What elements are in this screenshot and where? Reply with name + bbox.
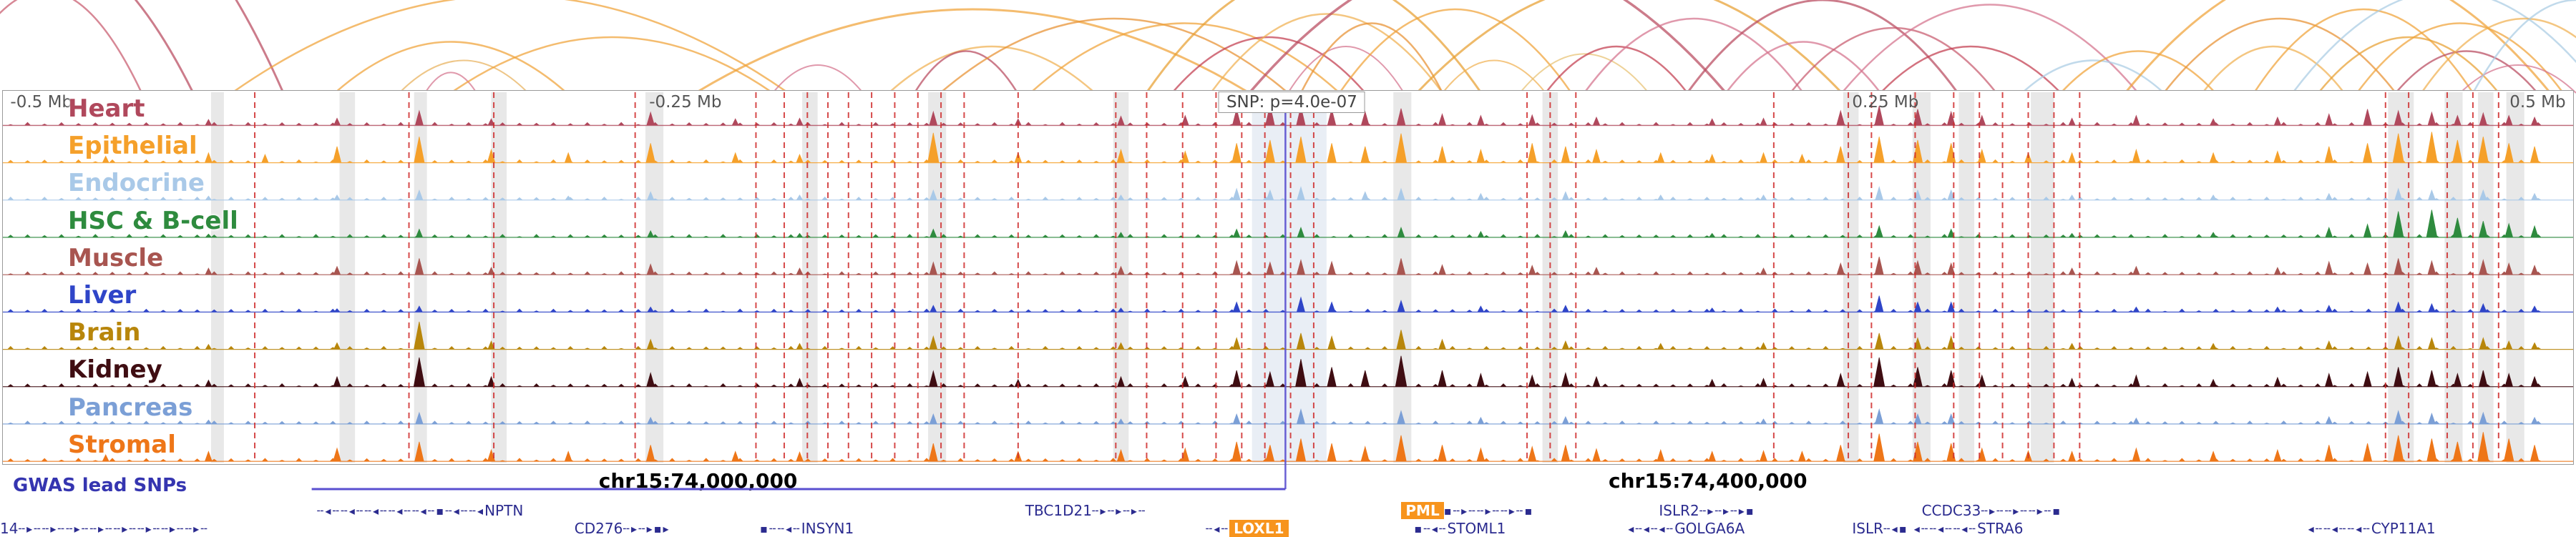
gene-name-label: CYP11A1	[2371, 520, 2436, 537]
gene-strand-arrows: ╌▸╌╌▸╌╌▸╌╌▸╌╌▸╌╌▸╌╌▸╌╌▸╌	[18, 521, 209, 536]
gene-name-label: ISLR	[1852, 520, 1884, 537]
gene-name-label: LOXL1	[1229, 520, 1289, 537]
gene-track-row-2: 14 ╌▸╌╌▸╌╌▸╌╌▸╌╌▸╌╌▸╌╌▸╌╌▸╌ CD276 ╌▸╌▸▪▸ ▪╌╌…	[0, 520, 2576, 537]
gene-cyp11a1: ◂╌╌◂╌╌◂╌ CYP11A1	[2308, 520, 2436, 537]
gene-pml: PML ▪╌▸╌╌▸╌╌▸╌▪	[1401, 502, 1533, 519]
gene-stra6: ◂╌╌◂╌╌◂╌ STRA6	[1914, 520, 2024, 537]
gene-strand-arrows: ◂╌◂╌◂╌	[1628, 521, 1675, 536]
track-label-pancreas: Pancreas	[68, 393, 193, 422]
gene-loxl1: ╌◂╌ LOXL1	[1206, 520, 1289, 537]
gene-strand-arrows: ╌▸╌▸▪▸	[623, 521, 670, 536]
gene-name-label: GOLGA6A	[1674, 520, 1745, 537]
signal-tracks-panel	[2, 90, 2574, 465]
coordinate-label-left: chr15:74,000,000	[598, 469, 798, 493]
gene-strand-arrows: ▪╌▸╌╌▸╌╌▸╌▪	[1443, 503, 1534, 518]
axis-label-0-25-mb: 0.25 Mb	[1852, 93, 1919, 112]
gene-ccdc33: CCDC33 ╌▸╌╌▸╌╌▸╌▪	[1922, 502, 2062, 519]
gene-name-label: STRA6	[1977, 520, 2024, 537]
signal-tracks-canvas	[3, 92, 2573, 463]
gene-14: 14 ╌▸╌╌▸╌╌▸╌╌▸╌╌▸╌╌▸╌╌▸╌╌▸╌	[0, 520, 209, 537]
track-label-heart: Heart	[68, 94, 145, 123]
snp-pvalue-label: SNP: p=4.0e-07	[1218, 92, 1365, 113]
gwas-lead-snps-label: GWAS lead SNPs	[13, 475, 187, 496]
gene-name-label: 14	[0, 520, 19, 537]
gene-nptn: ╌◂╌╌◂╌╌◂╌╌◂╌╌◂╌▪╌◂╌╌◂ NPTN	[317, 502, 524, 519]
track-label-muscle: Muscle	[68, 243, 164, 272]
gene-name-label: NPTN	[484, 502, 524, 519]
gene-name-label: CCDC33	[1921, 502, 1981, 519]
axis-label--0-25-mb: -0.25 Mb	[649, 93, 722, 112]
gene-strand-arrows: ◂╌╌◂╌╌◂╌	[1913, 521, 1978, 536]
axis-label--0-5-mb: -0.5 Mb	[10, 93, 73, 112]
track-label-epithelial: Epithelial	[68, 132, 197, 161]
gene-name-label: INSYN1	[801, 520, 854, 537]
gene-strand-arrows: ╌▸╌╌▸╌╌▸╌▪	[1981, 503, 2062, 518]
gene-name-label: TBC1D21	[1025, 502, 1092, 519]
gene-name-label: ISLR2	[1659, 502, 1699, 519]
gene-strand-arrows: ▪╌╌◂╌	[760, 521, 801, 536]
gene-name-label: PML	[1401, 502, 1444, 519]
gene-strand-arrows: ╌▸╌▸╌▸╌	[1091, 503, 1147, 518]
gene-strand-arrows: ╌▸╌▸╌▸▪	[1699, 503, 1755, 518]
gene-tbc1d21: TBC1D21 ╌▸╌▸╌▸╌	[1025, 502, 1147, 519]
gene-golga6a: ◂╌◂╌◂╌ GOLGA6A	[1628, 520, 1745, 537]
track-label-stromal: Stromal	[68, 430, 176, 459]
track-label-liver: Liver	[68, 281, 137, 310]
gene-strand-arrows: ▪╌◂╌	[1414, 521, 1448, 536]
gene-stoml1: ▪╌◂╌ STOML1	[1414, 520, 1506, 537]
track-label-brain: Brain	[68, 318, 141, 348]
gene-strand-arrows: ╌◂╌╌◂╌╌◂╌╌◂╌╌◂╌▪╌◂╌╌◂	[316, 503, 485, 518]
gene-strand-arrows: ╌◂╌	[1205, 521, 1230, 536]
gene-name-label: STOML1	[1447, 520, 1506, 537]
gene-strand-arrows: ◂╌╌◂╌╌◂╌	[2308, 521, 2371, 536]
track-label-endocrine: Endocrine	[68, 169, 205, 198]
gene-strand-arrows: ╌◂▪	[1883, 521, 1908, 536]
track-label-hsc-b-cell: HSC & B-cell	[68, 206, 238, 235]
chromatin-interaction-arcs	[0, 0, 2576, 94]
gene-insyn1: ▪╌╌◂╌ INSYN1	[760, 520, 854, 537]
gene-name-label: CD276	[574, 520, 623, 537]
coordinate-label-right: chr15:74,400,000	[1608, 469, 1807, 493]
gene-track-row-1: ╌◂╌╌◂╌╌◂╌╌◂╌╌◂╌▪╌◂╌╌◂ NPTN TBC1D21 ╌▸╌▸╌▸╌ P…	[0, 502, 2576, 519]
axis-label-0-5-mb: 0.5 Mb	[2509, 93, 2566, 112]
gene-islr2: ISLR2 ╌▸╌▸╌▸▪	[1659, 502, 1755, 519]
track-label-kidney: Kidney	[68, 355, 162, 385]
gene-cd276: CD276 ╌▸╌▸▪▸	[575, 520, 670, 537]
gene-islr: ISLR ╌◂▪	[1852, 520, 1908, 537]
